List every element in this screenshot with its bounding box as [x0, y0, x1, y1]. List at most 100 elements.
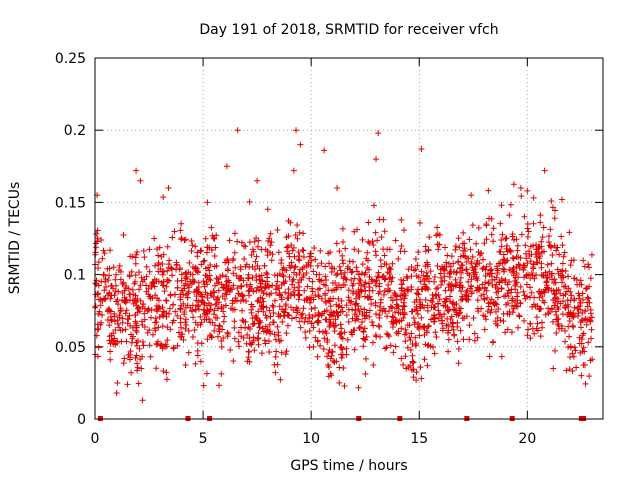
- data-point: [423, 269, 430, 276]
- data-point: [364, 264, 371, 271]
- data-point: [243, 261, 250, 268]
- data-point: [255, 286, 262, 293]
- data-point: [194, 347, 201, 354]
- data-point: [503, 301, 510, 308]
- data-point: [553, 247, 560, 254]
- data-point: [582, 307, 589, 314]
- data-point: [445, 348, 452, 355]
- data-point: [201, 281, 208, 288]
- data-point: [386, 264, 393, 271]
- data-point: [361, 325, 368, 332]
- data-point: [549, 204, 556, 211]
- data-point: [99, 312, 106, 319]
- data-point: [456, 265, 463, 272]
- data-point: [323, 330, 330, 337]
- data-point: [341, 329, 348, 336]
- data-point: [108, 317, 115, 324]
- data-point: [216, 323, 223, 330]
- data-point: [486, 261, 493, 268]
- data-point: [338, 351, 345, 358]
- data-point: [461, 245, 468, 252]
- data-point: [356, 280, 363, 287]
- data-point: [286, 274, 293, 281]
- data-point: [493, 281, 500, 288]
- data-point: [413, 340, 420, 347]
- data-point: [435, 307, 442, 314]
- data-point: [445, 329, 452, 336]
- data-point: [510, 255, 517, 262]
- data-point: [311, 304, 318, 311]
- data-point: [293, 314, 300, 321]
- data-point: [140, 301, 147, 308]
- data-point: [533, 325, 540, 332]
- data-point: [200, 258, 207, 265]
- data-point: [498, 243, 505, 250]
- data-point: [178, 302, 185, 309]
- data-point: [510, 181, 517, 188]
- data-point: [287, 219, 294, 226]
- data-point: [222, 259, 229, 266]
- data-point: [154, 338, 161, 345]
- data-point: [212, 244, 219, 251]
- data-point: [95, 259, 102, 266]
- data-point: [266, 307, 273, 314]
- data-point: [431, 350, 438, 357]
- data-point: [341, 382, 348, 389]
- data-point: [315, 292, 322, 299]
- data-point: [153, 302, 160, 309]
- data-point: [407, 347, 414, 354]
- data-point: [425, 286, 432, 293]
- data-point: [466, 322, 473, 329]
- data-point: [251, 238, 258, 245]
- data-point: [404, 288, 411, 295]
- data-point: [355, 289, 362, 296]
- data-point: [578, 324, 585, 331]
- data-point: [160, 313, 167, 320]
- data-point: [509, 303, 516, 310]
- data-point: [263, 304, 270, 311]
- data-point: [408, 286, 415, 293]
- data-point: [235, 290, 242, 297]
- data-point: [149, 279, 156, 286]
- data-point: [250, 288, 257, 295]
- data-point: [268, 257, 275, 264]
- data-point: [355, 384, 362, 391]
- data-point: [404, 275, 411, 282]
- data-point: [392, 237, 399, 244]
- data-point: [584, 303, 591, 310]
- data-point: [206, 267, 213, 274]
- data-point: [126, 273, 133, 280]
- data-point: [325, 373, 332, 380]
- data-point: [468, 192, 475, 199]
- data-point: [331, 359, 338, 366]
- data-point: [520, 262, 527, 269]
- data-point: [125, 316, 132, 323]
- data-point: [434, 224, 441, 231]
- data-point: [253, 287, 260, 294]
- data-point: [442, 298, 449, 305]
- data-point: [568, 292, 575, 299]
- data-point: [293, 304, 300, 311]
- data-point: [515, 261, 522, 268]
- data-point: [286, 262, 293, 269]
- data-point: [238, 291, 245, 298]
- data-point: [152, 315, 159, 322]
- data-point: [575, 290, 582, 297]
- data-point: [269, 251, 276, 258]
- data-point: [277, 376, 284, 383]
- data-point: [164, 337, 171, 344]
- data-point: [517, 283, 524, 290]
- data-point: [114, 296, 121, 303]
- data-point: [413, 307, 420, 314]
- data-point: [491, 276, 498, 283]
- data-point: [553, 294, 560, 301]
- data-point: [452, 243, 459, 250]
- data-point: [521, 262, 528, 269]
- data-point: [281, 309, 288, 316]
- data-point: [408, 367, 415, 374]
- x-axis-label: GPS time / hours: [290, 458, 407, 474]
- data-point: [485, 187, 492, 194]
- data-point: [325, 287, 332, 294]
- data-point: [398, 296, 405, 303]
- data-point: [445, 281, 452, 288]
